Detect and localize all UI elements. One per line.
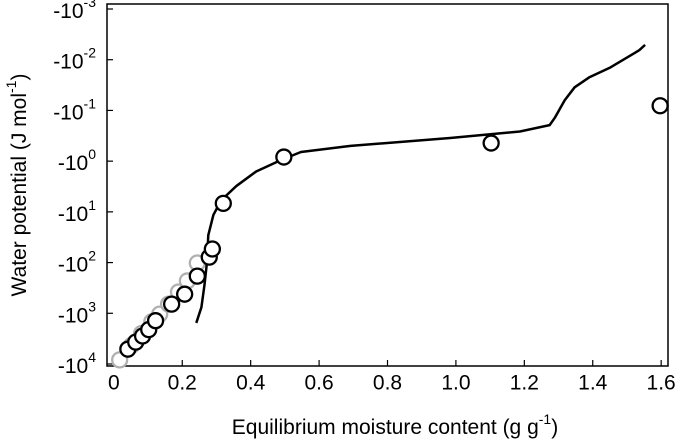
x-tick-label: 1.4 xyxy=(578,372,608,395)
y-axis-label-end: ) xyxy=(8,74,31,81)
x-tick-label: 1.2 xyxy=(510,372,539,395)
y-tick-label: -102 xyxy=(58,247,96,276)
y-axis-label-text: Water potential (J mol xyxy=(8,93,31,296)
x-axis-label-exponent: -1 xyxy=(539,411,552,427)
data-point xyxy=(482,134,500,152)
x-tick-label: 0.8 xyxy=(373,372,402,395)
x-tick-label: 1.0 xyxy=(441,372,470,395)
x-tick-label: 0.2 xyxy=(168,372,197,395)
x-tick-label: 0.6 xyxy=(304,372,333,395)
x-tick-label: 0 xyxy=(108,372,120,395)
data-point xyxy=(214,194,232,213)
y-tick-label-exponent: 1 xyxy=(88,197,96,213)
y-tick-label-base: -10 xyxy=(58,253,88,276)
data-point xyxy=(176,285,194,303)
y-tick-label-base: -10 xyxy=(58,152,88,175)
x-axis-label-end: ) xyxy=(551,416,558,439)
y-tick-label-base: -10 xyxy=(58,202,88,225)
data-point xyxy=(146,312,165,330)
y-tick-label: -103 xyxy=(58,298,96,327)
y-tick-label: -10-1 xyxy=(53,95,96,124)
data-point xyxy=(651,97,669,115)
y-tick-label-exponent: 0 xyxy=(88,146,96,162)
y-tick-label: -10-3 xyxy=(53,0,96,23)
y-tick-label-base: -10 xyxy=(58,304,88,327)
x-tick-label: 1.6 xyxy=(647,372,676,395)
y-tick-label-exponent: 4 xyxy=(88,349,96,365)
data-point xyxy=(163,295,181,313)
y-tick-label-exponent: -3 xyxy=(84,0,97,10)
y-axis-label-exponent: -1 xyxy=(3,80,19,93)
y-tick-label-base: -10 xyxy=(53,101,83,124)
x-tick-label: 0.4 xyxy=(236,372,266,395)
y-tick-label: -10-2 xyxy=(53,44,96,73)
y-tick-label: -101 xyxy=(58,197,96,226)
data-point xyxy=(203,240,222,258)
data-point xyxy=(275,148,293,166)
x-axis-label-text: Equilibrium moisture content (g g xyxy=(232,416,539,439)
y-tick-label: -100 xyxy=(58,146,96,175)
y-tick-label-exponent: 2 xyxy=(88,247,96,263)
data-line xyxy=(195,43,646,324)
y-tick-label-exponent: -2 xyxy=(84,44,97,60)
y-tick-label-base: -10 xyxy=(53,50,83,73)
y-tick-label-exponent: 3 xyxy=(88,298,96,314)
y-tick-label-base: -10 xyxy=(53,0,83,23)
y-tick-label-exponent: -1 xyxy=(84,95,97,111)
y-tick-label: -104 xyxy=(58,349,96,378)
plot-frame xyxy=(106,3,669,367)
y-tick-label-base: -10 xyxy=(58,355,88,378)
y-axis-label: Water potential (J mol-1) xyxy=(3,74,31,297)
data-point xyxy=(188,267,206,285)
x-axis-label: Equilibrium moisture content (g g-1) xyxy=(232,411,558,439)
